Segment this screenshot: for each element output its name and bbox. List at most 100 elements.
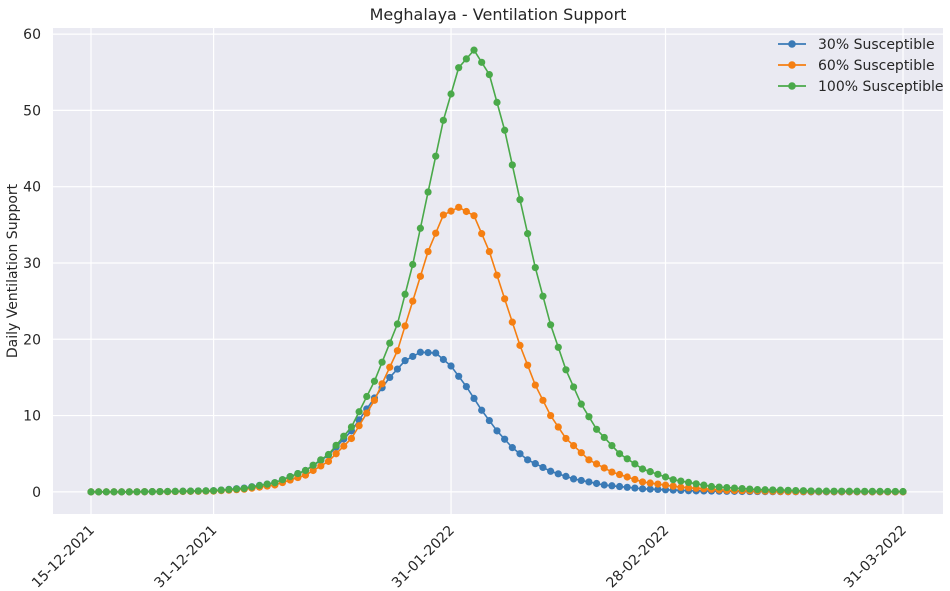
data-point bbox=[278, 476, 287, 484]
data-point bbox=[386, 339, 394, 347]
y-tick-label: 10 bbox=[23, 409, 41, 425]
data-point bbox=[401, 290, 409, 298]
data-point bbox=[684, 484, 693, 492]
data-point bbox=[646, 485, 654, 493]
data-point bbox=[562, 472, 570, 480]
data-point bbox=[646, 479, 654, 487]
data-point bbox=[386, 363, 394, 371]
data-point bbox=[470, 394, 478, 403]
data-point bbox=[661, 473, 670, 481]
data-point bbox=[884, 487, 892, 496]
data-point bbox=[508, 318, 516, 326]
y-tick-label: 50 bbox=[23, 103, 41, 119]
data-point bbox=[585, 478, 593, 486]
data-point bbox=[531, 381, 539, 389]
data-point bbox=[324, 457, 333, 465]
data-point bbox=[707, 482, 716, 491]
data-point bbox=[623, 473, 631, 481]
data-point bbox=[324, 450, 333, 459]
data-point bbox=[516, 450, 524, 458]
series-3 bbox=[87, 46, 907, 496]
data-point bbox=[570, 383, 578, 391]
data-point bbox=[401, 322, 409, 330]
data-point bbox=[424, 247, 432, 256]
data-point bbox=[309, 466, 317, 475]
data-point bbox=[340, 442, 348, 450]
data-point bbox=[309, 461, 317, 469]
data-point bbox=[769, 486, 777, 494]
data-point bbox=[186, 487, 195, 495]
data-point bbox=[615, 482, 624, 491]
data-point bbox=[470, 212, 478, 220]
data-point bbox=[554, 343, 562, 351]
data-point bbox=[615, 450, 624, 458]
data-point bbox=[202, 487, 210, 495]
data-point bbox=[623, 483, 631, 491]
y-tick-label: 30 bbox=[23, 256, 41, 272]
data-point bbox=[516, 341, 524, 349]
data-point bbox=[478, 406, 486, 414]
data-point bbox=[164, 487, 172, 496]
data-point bbox=[363, 392, 371, 401]
data-point bbox=[899, 487, 907, 496]
data-point bbox=[508, 161, 516, 169]
data-point bbox=[493, 427, 501, 435]
data-point bbox=[271, 479, 279, 487]
data-point bbox=[761, 486, 769, 494]
data-point bbox=[255, 481, 264, 490]
data-point bbox=[447, 90, 455, 98]
data-point bbox=[95, 488, 103, 496]
data-point bbox=[141, 488, 149, 496]
data-point bbox=[386, 373, 394, 382]
data-point bbox=[148, 488, 156, 496]
data-point bbox=[600, 433, 608, 442]
data-point bbox=[730, 484, 739, 492]
data-point bbox=[501, 295, 509, 303]
data-point bbox=[524, 361, 532, 369]
data-point bbox=[608, 441, 616, 450]
data-point bbox=[577, 449, 585, 457]
data-point bbox=[485, 247, 493, 256]
data-point bbox=[378, 380, 386, 388]
data-point bbox=[654, 470, 662, 478]
y-tick-label: 20 bbox=[23, 332, 41, 348]
data-point bbox=[516, 196, 524, 204]
data-point bbox=[638, 478, 647, 486]
data-point bbox=[615, 470, 624, 479]
data-point bbox=[554, 423, 562, 431]
legend-label: 100% Susceptible bbox=[818, 79, 944, 95]
data-point bbox=[432, 349, 440, 357]
data-point bbox=[194, 487, 202, 495]
data-point bbox=[133, 488, 141, 496]
data-point bbox=[638, 485, 647, 493]
data-point bbox=[240, 484, 248, 493]
data-point bbox=[570, 475, 578, 483]
data-point bbox=[623, 455, 631, 463]
data-point bbox=[286, 473, 294, 481]
x-tick-label: 15-12-2021 bbox=[29, 523, 98, 591]
grid-lines bbox=[53, 28, 943, 514]
data-point bbox=[439, 116, 447, 124]
data-point bbox=[845, 487, 853, 495]
data-point bbox=[562, 366, 570, 374]
data-point bbox=[547, 467, 555, 475]
data-point bbox=[424, 349, 432, 357]
data-point bbox=[577, 476, 585, 485]
data-point bbox=[746, 485, 754, 493]
data-point bbox=[753, 485, 762, 494]
data-point bbox=[432, 152, 440, 160]
data-point bbox=[478, 58, 486, 66]
data-point bbox=[355, 422, 363, 430]
data-point bbox=[332, 450, 340, 458]
data-point bbox=[531, 460, 539, 468]
data-point bbox=[393, 347, 402, 355]
y-tick-label: 40 bbox=[23, 180, 41, 196]
data-point bbox=[378, 358, 386, 366]
data-point bbox=[171, 487, 179, 495]
data-point bbox=[677, 477, 685, 485]
data-point bbox=[799, 487, 808, 495]
data-point bbox=[524, 456, 532, 464]
data-point bbox=[87, 488, 95, 496]
data-point bbox=[608, 482, 616, 490]
data-point bbox=[562, 434, 570, 443]
